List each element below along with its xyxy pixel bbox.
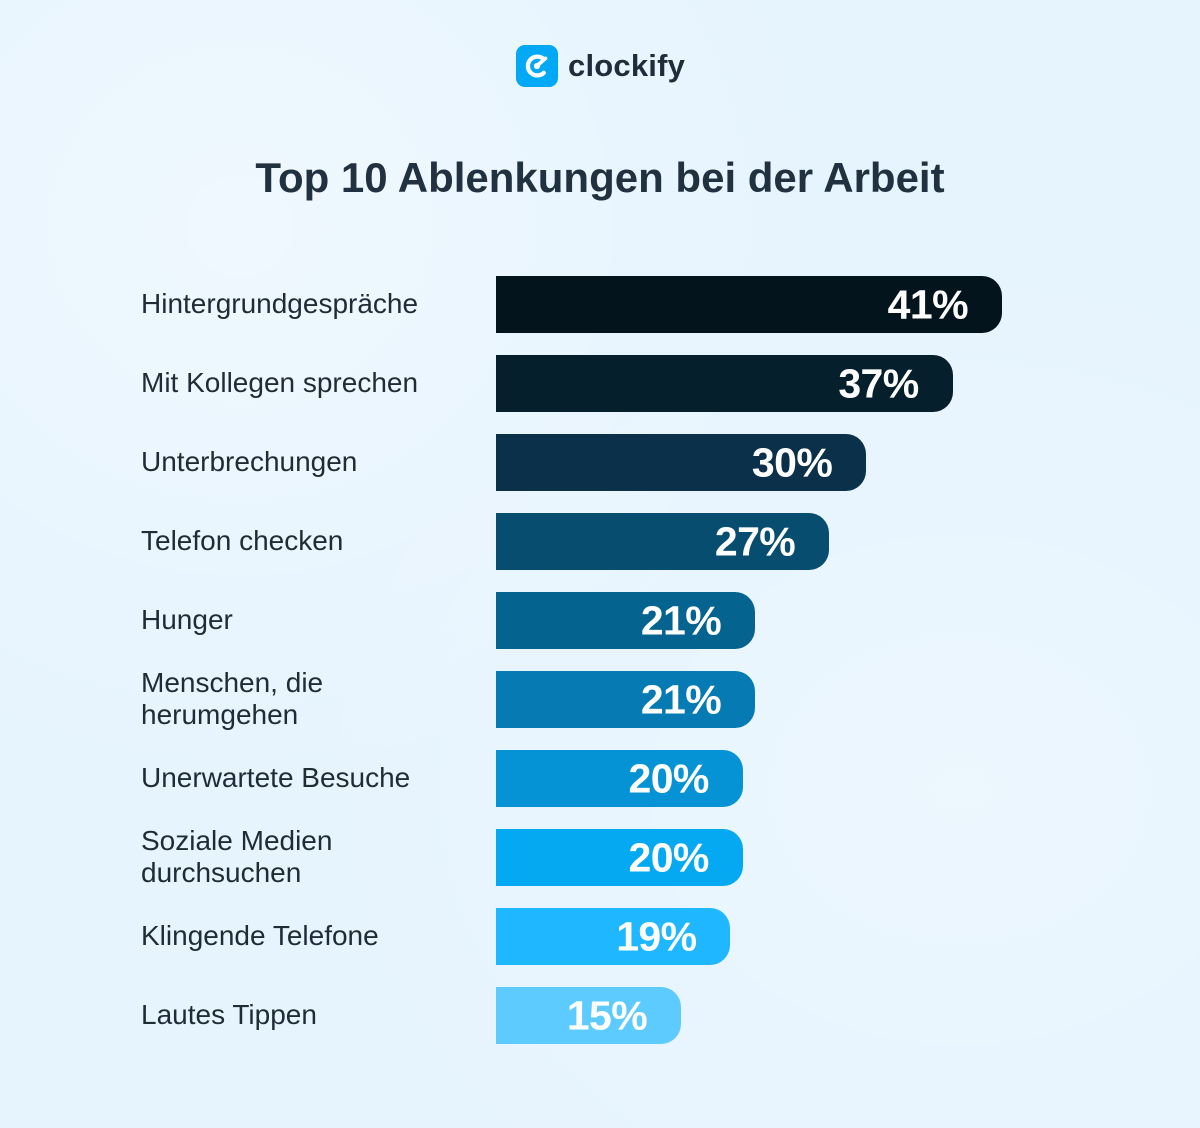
bar-value-label: 41%	[887, 281, 969, 327]
bar-value-label: 19%	[616, 913, 697, 959]
chart-title: Top 10 Ablenkungen bei der Arbeit	[255, 154, 945, 201]
bar-value-label: 21%	[640, 676, 722, 722]
bar: 37%	[496, 355, 953, 412]
category-label: Unerwartete Besuche	[141, 762, 411, 793]
category-label: Unterbrechungen	[141, 446, 358, 477]
bar: 19%	[496, 908, 731, 965]
brand-name: clockify	[568, 48, 686, 83]
category-label: Mit Kollegen sprechen	[141, 367, 419, 398]
bar-value-label: 27%	[714, 518, 796, 564]
bar-value-label: 21%	[640, 597, 722, 643]
bar-value-label: 37%	[838, 360, 919, 406]
bar-value-label: 30%	[751, 439, 833, 485]
bar: 20%	[496, 829, 743, 886]
brand-logo: clockify	[516, 45, 685, 87]
bar: 30%	[496, 434, 867, 491]
bar: 21%	[496, 592, 756, 649]
bar-value-label: 20%	[628, 755, 710, 801]
clockify-logo-icon	[516, 45, 558, 87]
bar: 20%	[496, 750, 743, 807]
category-label: Hunger	[141, 604, 233, 635]
category-label: Soziale Medien durchsuchen	[141, 824, 333, 889]
bar-value-label: 20%	[628, 834, 710, 880]
bar: 21%	[496, 671, 756, 728]
bar: 15%	[496, 987, 682, 1044]
bar: 41%	[496, 276, 1002, 333]
category-label: Hintergrundgespräche	[141, 288, 419, 319]
category-label: Lautes Tippen	[141, 999, 317, 1030]
category-label: Menschen, die herumgehen	[141, 666, 324, 731]
category-label: Telefon checken	[141, 525, 344, 556]
category-label: Klingende Telefone	[141, 920, 379, 951]
bar: 27%	[496, 513, 830, 570]
bar-value-label: 15%	[566, 992, 648, 1038]
